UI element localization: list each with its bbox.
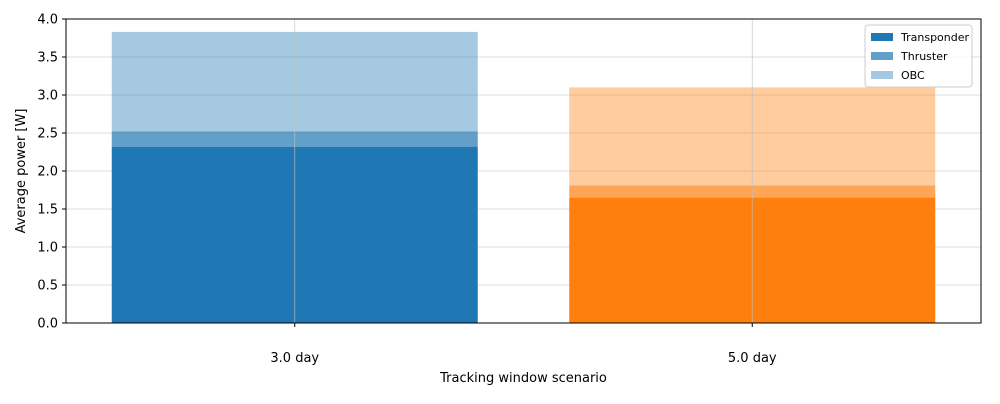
- legend-swatch-transponder: [871, 33, 893, 41]
- y-tick-label: 2.0: [37, 165, 58, 180]
- y-axis-ticks: 0.0 0.5 1.0 1.5 2.0 2.5 3.0 3.5 4.0: [37, 13, 66, 332]
- legend-label-transponder: Transponder: [900, 31, 970, 44]
- legend-swatch-obc: [871, 71, 893, 79]
- y-tick-label: 0.5: [37, 279, 58, 294]
- x-grid-lines: [294, 19, 753, 323]
- y-tick-label: 2.5: [37, 127, 58, 142]
- legend-label-thruster: Thruster: [900, 50, 948, 63]
- y-tick-label: 3.5: [37, 51, 58, 66]
- x-tick-label: 5.0 day: [728, 351, 777, 366]
- y-axis-label: Average power [W]: [14, 109, 29, 234]
- legend: Transponder Thruster OBC: [864, 24, 973, 88]
- y-tick-label: 0.0: [37, 317, 58, 332]
- x-tick-label: 3.0 day: [270, 351, 319, 366]
- bars: [111, 31, 936, 323]
- legend-label-obc: OBC: [901, 69, 925, 82]
- y-tick-label: 4.0: [37, 13, 58, 28]
- y-tick-label: 3.0: [37, 89, 58, 104]
- x-axis-ticks: 3.0 day 5.0 day: [270, 323, 777, 366]
- y-tick-label: 1.0: [37, 241, 58, 256]
- legend-swatch-thruster: [871, 52, 893, 60]
- y-tick-label: 1.5: [37, 203, 58, 218]
- x-axis-label: Tracking window scenario: [439, 371, 607, 386]
